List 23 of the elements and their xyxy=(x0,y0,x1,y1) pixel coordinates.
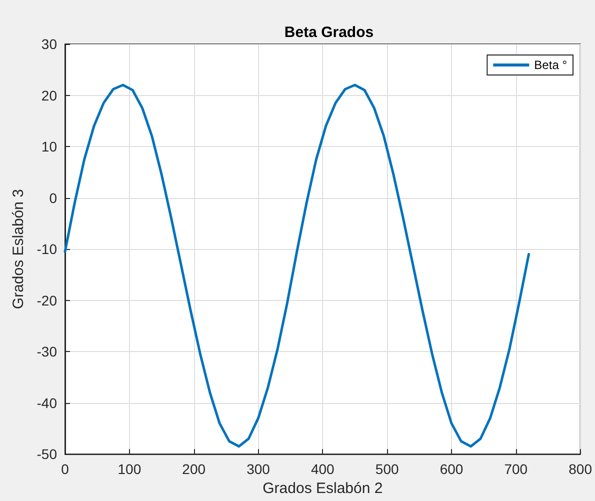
x-tick-label: 600 xyxy=(440,461,464,478)
y-tick-label: 30 xyxy=(41,36,58,52)
x-tick-label: 200 xyxy=(182,461,206,478)
x-tick-label: 400 xyxy=(310,461,335,478)
y-tick-label: -40 xyxy=(36,394,58,411)
x-tick-label: 500 xyxy=(375,461,399,478)
x-tick-label: 300 xyxy=(246,461,270,478)
y-tick-label: 0 xyxy=(49,190,58,206)
x-tick-label: 700 xyxy=(504,461,528,478)
chart-title: Beta Grados xyxy=(284,24,374,41)
y-axis-title: Grados Eslabón 3 xyxy=(10,189,27,310)
y-tick-label: -20 xyxy=(36,292,58,308)
y-tick-label: 20 xyxy=(41,87,58,104)
x-tick-label: 100 xyxy=(118,461,142,478)
legend-label: Beta ° xyxy=(534,58,568,72)
x-tick-label: 0 xyxy=(61,461,70,478)
x-axis-title: Grados Eslabón 2 xyxy=(262,480,383,497)
x-tick-label: 800 xyxy=(568,461,592,478)
line-series xyxy=(64,84,530,448)
y-tick-label: -50 xyxy=(36,446,58,462)
y-tick-label: -10 xyxy=(36,241,58,258)
y-tick-label: 10 xyxy=(41,138,58,155)
y-tick-label: -30 xyxy=(36,344,58,360)
